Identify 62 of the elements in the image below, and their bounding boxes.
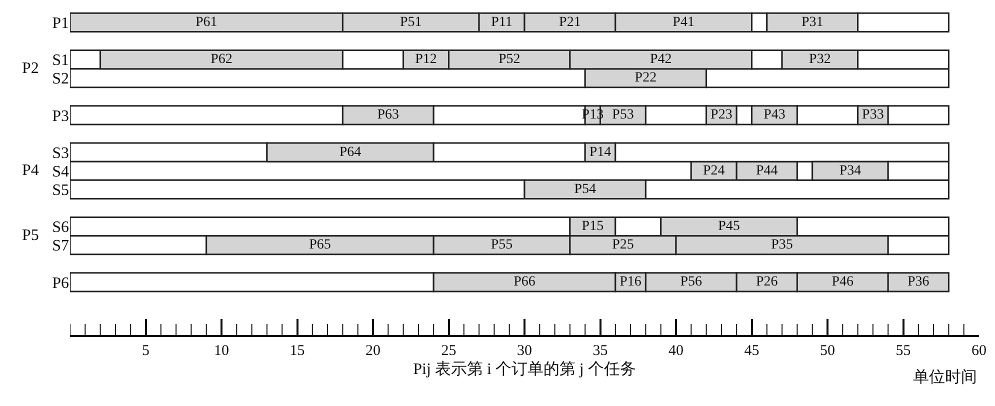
y-tick-label: S7 (52, 238, 69, 255)
data-label: P54 (574, 182, 596, 197)
data-label: P22 (634, 70, 657, 86)
data-label: P23 (710, 108, 732, 123)
data-label: P15 (582, 219, 604, 234)
x-tick-label: 20 (366, 343, 380, 359)
y-tick-label: S6 (52, 219, 69, 236)
text: 单位时间 (913, 368, 977, 386)
y-tick-label: P6 (52, 274, 69, 292)
x-tick-label: 5 (142, 343, 150, 359)
y-tick-label: S2 (52, 70, 69, 88)
data-label: P46 (832, 274, 854, 290)
data-label: P14 (589, 144, 612, 160)
data-label: P35 (771, 238, 793, 253)
y-tick-label: S3 (52, 144, 69, 162)
data-label: P41 (672, 14, 694, 30)
data-label: P64 (339, 144, 362, 160)
y-tick-label: P1 (52, 15, 69, 32)
y-tick-label: S1 (52, 52, 69, 70)
data-label: P12 (415, 52, 437, 68)
data-label: P52 (498, 52, 520, 68)
data-label: P42 (650, 52, 672, 68)
data-label: P62 (210, 52, 232, 68)
x-tick-label: 50 (820, 343, 835, 359)
data-label: P55 (490, 238, 513, 253)
data-label: P56 (680, 274, 702, 290)
data-label: P66 (514, 274, 536, 290)
data-label: P16 (620, 274, 642, 290)
data-label: P33 (862, 108, 884, 123)
y-tick-label: S4 (52, 163, 69, 180)
data-label: P21 (559, 14, 581, 30)
text: P5 (22, 227, 39, 244)
x-tick-label: 55 (896, 343, 911, 359)
data-label: P24 (702, 163, 725, 178)
data-label: P36 (908, 274, 930, 290)
y-tick-label: P3 (52, 108, 69, 125)
data-label: P45 (718, 219, 740, 234)
data-label: P63 (377, 108, 400, 123)
text: P2 (22, 60, 39, 77)
x-tick-label: 60 (972, 343, 986, 359)
x-tick-label: 45 (744, 343, 760, 359)
data-label: P51 (400, 14, 422, 30)
data-label: P31 (801, 14, 824, 30)
data-label: P61 (195, 14, 218, 30)
data-label: P43 (764, 108, 786, 123)
data-label: P25 (612, 238, 634, 253)
x-tick-label: 10 (214, 343, 229, 359)
x-tick-label: 25 (441, 343, 456, 359)
data-label: P65 (309, 238, 331, 253)
x-tick-label: 30 (517, 343, 532, 359)
data-label: P44 (756, 163, 778, 178)
data-label: P32 (809, 52, 831, 68)
data-label: P11 (491, 14, 512, 30)
x-tick-label: 35 (592, 343, 608, 359)
y-tick-label: S5 (52, 182, 69, 200)
x-tick-label: 15 (290, 343, 305, 359)
data-label: P34 (839, 163, 862, 178)
x-tick-label: 40 (668, 343, 684, 359)
x-axis-title: Pij 表示第 i 个订单的第 j 个任务 (413, 360, 636, 378)
text: P4 (22, 162, 39, 179)
data-label: P26 (756, 274, 778, 290)
data-label: P53 (612, 108, 634, 123)
